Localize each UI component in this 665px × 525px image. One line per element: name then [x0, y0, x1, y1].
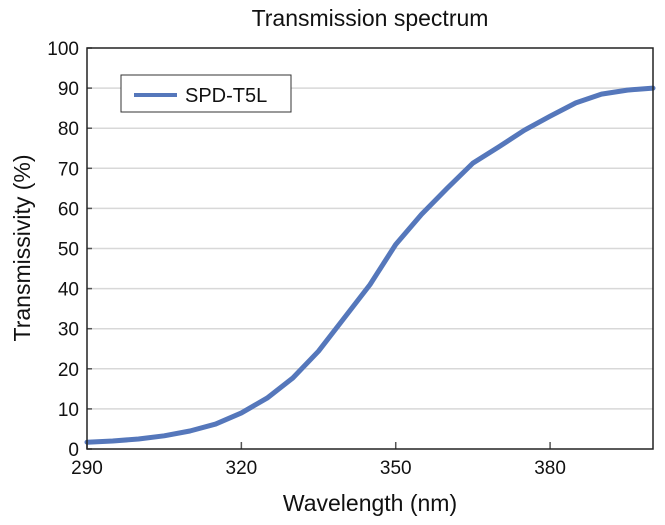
y-tick-label: 50: [58, 240, 79, 261]
y-tick-label: 30: [58, 320, 79, 341]
y-tick-label: 100: [47, 39, 79, 60]
series-layer: [84, 85, 656, 445]
x-tick-label: 320: [226, 458, 258, 479]
series-line-spd-t5l: [84, 85, 656, 445]
x-axis-ticks: 290 320 350 380: [71, 442, 566, 479]
legend-label-spd-t5l: SPD-T5L: [185, 85, 267, 107]
y-axis-ticks: 0 10 20 30 40 50 60 70 80 90 100: [47, 39, 92, 461]
x-axis-label: Wavelength (nm): [283, 490, 457, 516]
y-tick-label: 70: [58, 159, 79, 180]
grid-lines: [87, 87, 653, 410]
plot-frame: [86, 47, 654, 450]
x-tick-label: 350: [380, 458, 412, 479]
y-tick-label: 60: [58, 199, 79, 220]
x-tick-label: 380: [534, 458, 566, 479]
y-tick-label: 90: [58, 79, 79, 100]
y-tick-label: 40: [58, 280, 79, 301]
legend: SPD-T5L: [120, 74, 292, 113]
y-tick-label: 80: [58, 119, 79, 140]
y-axis-label: Transmissivity (%): [9, 155, 35, 342]
y-tick-label: 0: [68, 440, 79, 461]
y-tick-label: 10: [58, 400, 79, 421]
x-tick-label: 290: [71, 458, 103, 479]
chart-title: Transmission spectrum: [252, 5, 489, 31]
y-tick-label: 20: [58, 360, 79, 381]
